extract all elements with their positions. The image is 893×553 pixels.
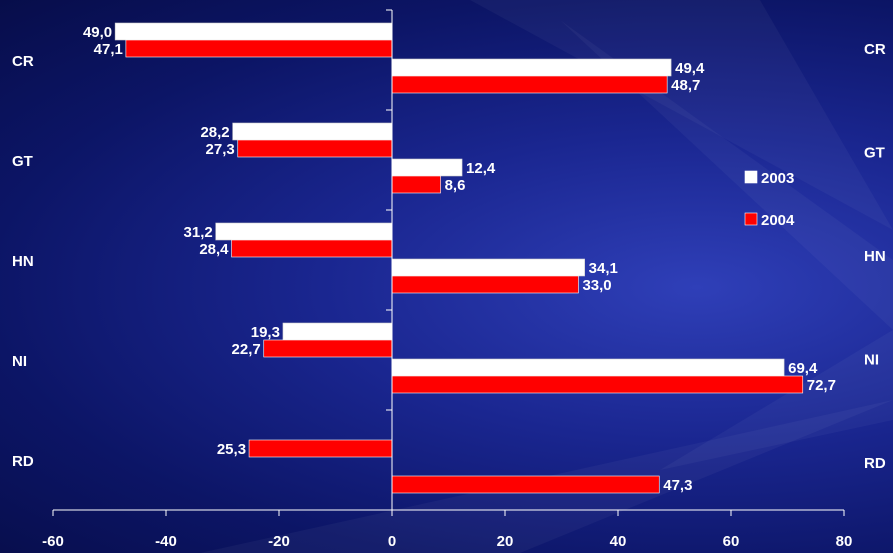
category-label-left: GT [12,153,33,170]
category-label-right: HN [864,248,886,265]
category-label-right: GT [864,145,885,162]
data-label: 47,1 [94,41,123,58]
bar-2004-GT-neg [237,139,393,158]
x-tick-label: 80 [836,533,853,550]
data-label: 19,3 [251,324,280,341]
data-label: 34,1 [589,260,618,277]
bar-2003-GT-neg [232,122,393,141]
category-label-left: CR [12,53,34,70]
light-ray [660,330,893,470]
data-label: 49,4 [675,60,705,77]
bar-2004-NI-pos [391,375,804,394]
data-label: 49,0 [83,24,112,41]
bar-2004-HN-neg [231,239,393,258]
x-tick-label: 0 [388,533,396,550]
data-label: 69,4 [788,360,818,377]
bar-2004-HN-pos [391,275,579,294]
bar-2003-NI-neg [282,322,393,341]
legend: 2003 2004 [744,170,795,229]
bar-2004-NI-neg [263,339,393,358]
data-label: 28,4 [199,241,229,258]
data-label: 22,7 [232,341,261,358]
legend-swatch-2003 [744,170,758,184]
x-tick-label: 20 [497,533,514,550]
axes: -60 -40 -20 0 20 40 60 80 [42,9,853,550]
x-tick-label: -60 [42,533,64,550]
data-label: 33,0 [582,277,611,294]
x-tick-label: 40 [610,533,627,550]
data-label: 72,7 [807,377,836,394]
x-tick-label: -40 [155,533,177,550]
bar-2004-RD-neg [248,439,393,458]
legend-label: 2004 [761,212,795,229]
bar-2003-HN-neg [215,222,393,241]
bar-2003-NI-pos [391,358,785,377]
data-label: 12,4 [466,160,496,177]
category-label-left: RD [12,453,34,470]
category-label-right: NI [864,352,879,369]
bars [114,22,804,494]
category-label-left: HN [12,253,34,270]
data-label: 25,3 [217,441,246,458]
data-label: 31,2 [184,224,213,241]
x-tick-label: 60 [723,533,740,550]
legend-label: 2003 [761,170,794,187]
bar-2004-GT-pos [391,175,441,194]
bar-2004-CR-neg [125,39,393,58]
data-label: 27,3 [206,141,235,158]
bar-2004-CR-pos [391,75,668,94]
bar-2003-GT-pos [391,158,463,177]
x-tick-label: -20 [268,533,290,550]
light-ray [560,20,893,330]
bar-2003-HN-pos [391,258,585,277]
data-label: 28,2 [200,124,229,141]
legend-swatch-2004 [744,212,758,226]
bar-2003-CR-pos [391,58,672,77]
category-label-right: CR [864,41,886,58]
light-ray [470,0,893,230]
category-label-left: NI [12,353,27,370]
bar-2004-RD-pos [391,475,660,494]
data-label: 48,7 [671,77,700,94]
bar-2003-CR-neg [114,22,393,41]
data-label: 8,6 [445,177,466,194]
data-label: 47,3 [663,477,692,494]
category-labels: CR CR GT GT HN HN NI NI RD RD [12,41,886,472]
category-label-right: RD [864,455,886,472]
data-labels: 49,0 49,4 47,1 48,7 28,2 12,4 27,3 8,6 31,2 34,1 2… [83,24,836,494]
